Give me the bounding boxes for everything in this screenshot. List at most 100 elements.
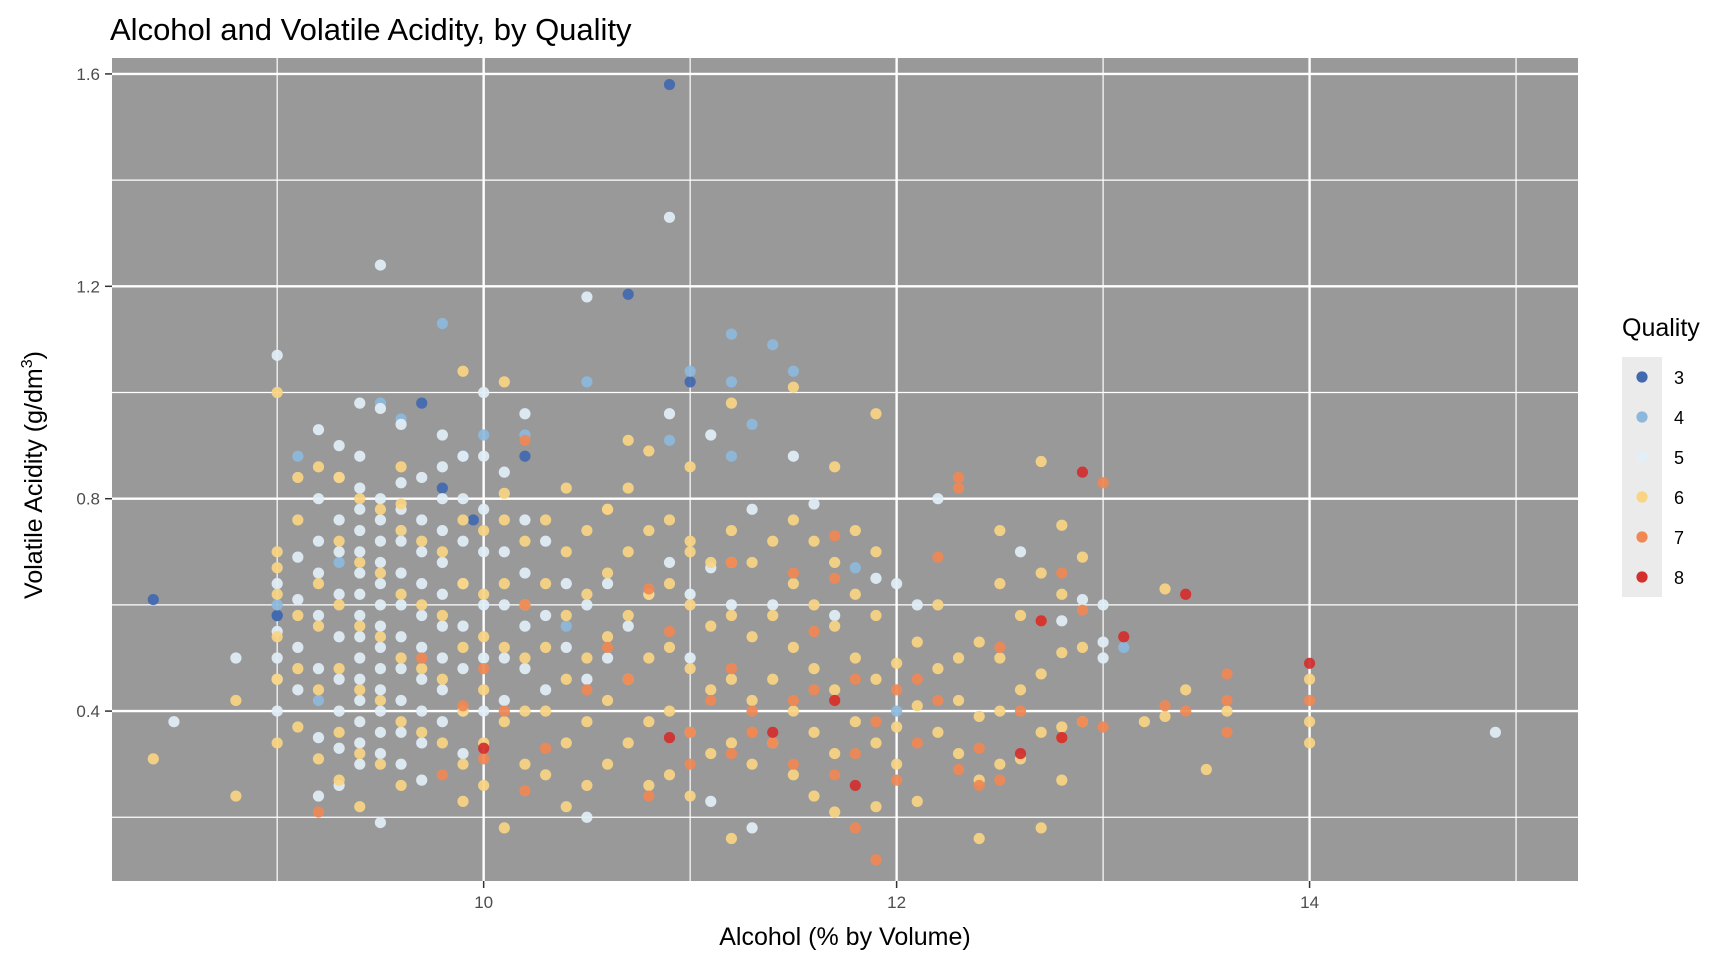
data-point <box>395 567 407 579</box>
data-point <box>932 726 944 738</box>
data-point <box>663 78 676 91</box>
data-point <box>292 471 304 484</box>
data-point <box>663 211 676 223</box>
data-point <box>663 641 676 653</box>
data-point <box>374 747 387 760</box>
data-point <box>560 673 572 685</box>
data-point <box>271 705 283 717</box>
data-point <box>498 487 510 499</box>
data-point <box>891 758 903 770</box>
data-point <box>395 726 407 738</box>
data-point <box>478 450 490 462</box>
data-point <box>416 599 428 611</box>
data-point <box>808 663 820 675</box>
data-point <box>374 402 387 415</box>
data-point <box>1097 599 1109 611</box>
y-tick-label: 1.2 <box>76 277 100 296</box>
data-point <box>292 551 304 563</box>
data-point <box>601 641 614 653</box>
data-point <box>1097 477 1109 489</box>
chart-title: Alcohol and Volatile Acidity, by Quality <box>110 12 632 47</box>
legend-label: 6 <box>1674 488 1684 508</box>
data-point <box>952 694 965 707</box>
data-point <box>911 673 923 685</box>
data-point <box>436 556 448 569</box>
data-point <box>416 514 428 526</box>
data-point <box>911 636 923 648</box>
data-point <box>395 599 407 611</box>
data-point <box>787 758 799 770</box>
data-point <box>560 609 572 622</box>
data-point <box>416 705 428 717</box>
data-point <box>354 588 366 600</box>
data-point <box>994 652 1006 664</box>
data-point <box>354 801 366 813</box>
data-point <box>1076 466 1089 478</box>
data-point <box>973 742 985 754</box>
data-point <box>891 684 903 696</box>
data-point <box>829 806 841 818</box>
data-point <box>374 503 387 515</box>
legend-label: 8 <box>1674 568 1684 588</box>
data-point <box>271 737 283 749</box>
data-point <box>271 349 283 361</box>
data-point <box>663 434 676 446</box>
data-point <box>540 705 552 717</box>
data-point <box>601 567 614 579</box>
data-point <box>560 620 572 632</box>
legend-item-7: 7 <box>1622 517 1684 557</box>
data-point <box>663 514 676 526</box>
data-point <box>374 493 387 505</box>
data-point <box>663 625 676 638</box>
data-point <box>478 779 490 792</box>
data-point <box>333 673 345 685</box>
data-point <box>498 652 510 664</box>
data-point <box>808 726 820 738</box>
data-point <box>333 774 345 786</box>
data-point <box>374 620 387 632</box>
data-point <box>994 705 1006 717</box>
data-point <box>725 663 738 675</box>
data-point <box>333 631 345 643</box>
data-point <box>457 620 469 632</box>
data-point <box>663 705 676 717</box>
data-point <box>436 652 448 664</box>
data-point <box>436 546 448 558</box>
data-point <box>230 652 242 664</box>
data-point <box>436 609 448 622</box>
data-point <box>416 737 428 749</box>
data-point <box>395 461 407 473</box>
data-point <box>952 763 965 776</box>
data-point <box>870 572 882 584</box>
data-point <box>416 397 428 409</box>
data-point <box>457 514 469 526</box>
data-point <box>1035 567 1047 579</box>
data-point <box>168 716 180 728</box>
data-point <box>767 737 779 749</box>
data-point <box>705 684 717 696</box>
data-point <box>478 599 490 611</box>
data-point <box>622 609 634 622</box>
data-point <box>994 524 1006 537</box>
data-point <box>292 514 304 526</box>
x-axis-title: Alcohol (% by Volume) <box>719 923 971 951</box>
data-point <box>354 493 366 505</box>
data-point <box>271 562 283 574</box>
data-point <box>436 673 448 685</box>
data-point <box>684 535 696 547</box>
data-point <box>416 471 428 484</box>
data-point <box>312 753 325 765</box>
data-point <box>354 747 366 760</box>
data-point <box>932 694 944 707</box>
legend-keys: 3 4 5 6 7 8 <box>1622 357 1684 597</box>
data-point <box>436 769 448 781</box>
data-point <box>684 546 696 558</box>
data-point <box>271 673 283 685</box>
data-point <box>540 742 552 754</box>
data-point <box>622 434 634 446</box>
x-tick-label: 10 <box>474 893 493 912</box>
data-point <box>560 482 572 494</box>
series-quality-8 <box>478 466 1316 792</box>
data-point <box>581 599 593 611</box>
data-point <box>540 535 552 547</box>
